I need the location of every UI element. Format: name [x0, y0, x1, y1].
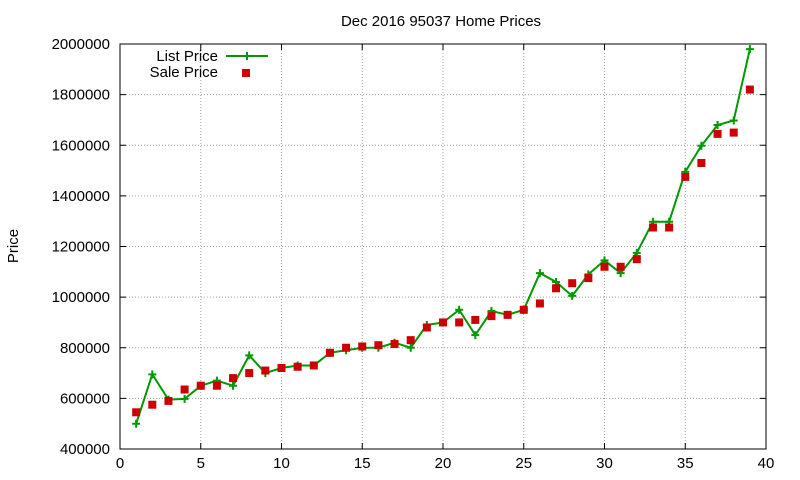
data-point — [697, 158, 706, 167]
data-point — [422, 323, 431, 332]
legend-label: List Price — [156, 48, 218, 65]
data-point — [229, 374, 238, 383]
y-tick-label: 1000000 — [52, 289, 110, 306]
data-point — [164, 396, 173, 405]
data-point — [568, 291, 577, 300]
legend-label: Sale Price — [150, 64, 218, 81]
data-point — [455, 305, 464, 314]
x-tick-label: 35 — [677, 455, 694, 472]
x-tick-label: 40 — [758, 455, 775, 472]
data-point — [245, 369, 254, 378]
data-point — [471, 331, 480, 340]
data-point — [406, 336, 415, 345]
data-point — [487, 312, 496, 321]
data-point — [293, 362, 302, 371]
x-tick-label: 10 — [273, 455, 290, 472]
data-point — [245, 351, 254, 360]
data-point — [406, 343, 415, 352]
data-point — [358, 342, 367, 351]
data-point — [681, 172, 690, 181]
y-tick-label: 1600000 — [52, 137, 110, 154]
data-point — [665, 223, 674, 232]
data-point — [697, 141, 706, 150]
data-point — [471, 315, 480, 324]
legend-entry: Sale Price — [150, 64, 250, 81]
plot-border — [119, 43, 767, 450]
data-point — [309, 361, 318, 370]
data-point — [584, 274, 593, 283]
data-point — [713, 129, 722, 138]
data-point — [632, 255, 641, 264]
data-point — [342, 343, 351, 352]
y-tick-label: 1200000 — [52, 239, 110, 256]
data-point — [600, 262, 609, 271]
data-point — [455, 318, 464, 327]
data-point — [148, 370, 157, 379]
data-point — [277, 364, 286, 372]
data-point — [745, 45, 754, 54]
data-point — [148, 400, 157, 409]
data-point — [229, 381, 238, 390]
x-tick-label: 0 — [116, 455, 124, 472]
data-point — [648, 223, 657, 232]
legend-entry: List Price — [156, 48, 268, 65]
y-tick-label: 600000 — [60, 390, 110, 407]
data-point — [535, 299, 544, 308]
legend-marker — [243, 52, 251, 60]
y-tick-label: 800000 — [60, 340, 110, 357]
data-point — [503, 310, 512, 319]
x-tick-label: 25 — [515, 455, 532, 472]
x-tick-label: 15 — [354, 455, 371, 472]
data-point — [180, 385, 189, 394]
y-axis-label: Price — [5, 229, 22, 263]
data-point — [745, 85, 754, 94]
x-tick-label: 20 — [435, 455, 452, 472]
data-point — [196, 381, 205, 390]
series-sale-price — [132, 85, 754, 417]
data-point — [180, 394, 189, 403]
data-point — [325, 348, 334, 357]
legend-swatch — [242, 69, 250, 77]
y-tick-label: 400000 — [60, 441, 110, 458]
x-tick-label: 30 — [596, 455, 613, 472]
data-point — [535, 269, 544, 278]
y-tick-label: 1800000 — [52, 87, 110, 104]
data-point — [390, 339, 399, 348]
y-tick-label: 2000000 — [52, 36, 110, 53]
data-point — [439, 318, 447, 327]
data-point — [713, 121, 722, 129]
data-point — [729, 128, 738, 137]
data-point — [519, 305, 528, 314]
y-tick-label: 1400000 — [52, 188, 110, 205]
series-layer — [132, 45, 754, 428]
data-point — [552, 284, 561, 293]
data-point — [729, 116, 738, 125]
axes: 0 5 10 15 20 25 30 35 40 400000 600000 800000 100000… — [52, 36, 775, 472]
x-tick-label: 5 — [197, 455, 205, 472]
data-point — [616, 262, 625, 271]
data-point — [568, 279, 577, 288]
chart-title: Dec 2016 95037 Home Prices — [341, 13, 541, 30]
data-point — [132, 419, 141, 428]
data-point — [212, 381, 221, 390]
data-point — [132, 408, 141, 417]
data-point — [261, 366, 270, 375]
data-point — [374, 341, 383, 350]
